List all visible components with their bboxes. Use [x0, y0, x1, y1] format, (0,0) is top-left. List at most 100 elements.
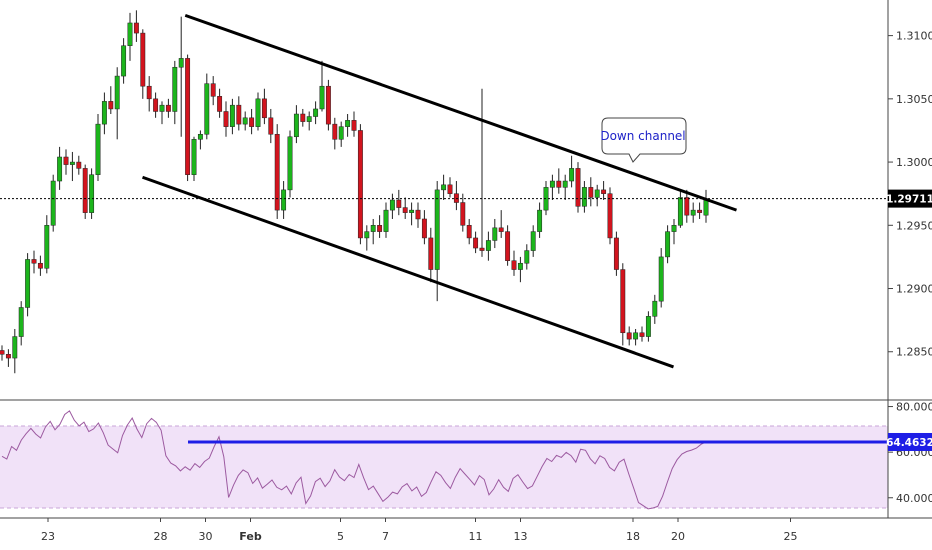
candle-body	[626, 332, 632, 340]
time-axis-ticks: 23 28 30 Feb 5 7 11 13 18 20 25	[41, 518, 798, 543]
candle-body	[537, 209, 543, 232]
candle-body	[229, 104, 235, 127]
candle-body	[594, 189, 600, 198]
rsi-tick-label: 80.0000	[896, 401, 932, 414]
candle-body	[31, 259, 37, 264]
candle-body	[0, 350, 5, 355]
callout: Down channel	[600, 117, 687, 163]
callout-bubble	[601, 117, 687, 163]
candle-body	[12, 336, 18, 359]
candle-body	[671, 225, 677, 232]
candle-body	[178, 58, 184, 68]
candle-body	[95, 123, 101, 175]
candle-body	[313, 108, 319, 117]
candle-body	[684, 197, 690, 216]
candle-body	[498, 227, 504, 232]
candle-body	[389, 199, 395, 211]
candle-body	[236, 104, 242, 125]
candle-body	[415, 209, 421, 220]
candle-body	[274, 133, 280, 211]
candle-body	[613, 237, 619, 270]
candle-body	[140, 32, 146, 87]
candle-body	[25, 259, 31, 308]
candle-body	[421, 218, 427, 239]
candle-body	[338, 126, 344, 140]
candle-body	[396, 199, 402, 208]
candle-body	[345, 120, 351, 127]
candle-body	[306, 116, 312, 122]
time-tick-label: 7	[382, 530, 389, 543]
candle-body	[588, 187, 594, 198]
candle-body	[517, 262, 523, 270]
candle-body	[261, 98, 267, 119]
candle-body	[633, 332, 639, 340]
candle-body	[18, 307, 24, 337]
candle-body	[101, 101, 107, 125]
candle-body	[383, 209, 389, 232]
candle-body	[549, 180, 555, 188]
candle-body	[402, 207, 408, 213]
candle-body	[146, 85, 152, 100]
time-tick-label: 28	[154, 530, 168, 543]
candle-body	[191, 139, 197, 175]
rsi-level-tag	[888, 432, 932, 451]
candle-body	[63, 156, 69, 165]
candle-body	[569, 168, 575, 182]
channel-group	[141, 13, 737, 369]
candle-body	[153, 98, 159, 112]
candle-body	[357, 130, 363, 239]
candle-body	[697, 209, 703, 213]
candle-body	[364, 231, 370, 239]
candle-body	[505, 231, 511, 261]
candle-body	[300, 113, 306, 122]
candle-body	[89, 174, 95, 213]
candles-group	[0, 10, 709, 374]
candle-body	[133, 22, 139, 34]
candle-body	[185, 58, 191, 175]
candle-body	[197, 133, 203, 140]
time-tick-label: 25	[784, 530, 798, 543]
candle-body	[562, 180, 568, 188]
candle-body	[44, 225, 50, 269]
candle-body	[473, 237, 479, 249]
candle-body	[82, 168, 88, 213]
candle-body	[108, 101, 114, 110]
price-tick-label: 1.30000	[896, 156, 932, 169]
rsi-band	[0, 426, 888, 508]
time-tick-label: 30	[199, 530, 213, 543]
candle-body	[50, 180, 56, 226]
channel-lower-line	[141, 175, 675, 369]
candle-body	[690, 209, 696, 216]
candle-body	[121, 45, 127, 77]
candle-body	[5, 354, 11, 359]
candle-body	[447, 184, 453, 194]
candle-body	[524, 250, 530, 264]
candle-body	[293, 113, 299, 138]
candle-body	[485, 240, 491, 251]
candle-body	[332, 123, 338, 140]
candle-body	[249, 117, 255, 127]
rsi-tick-label: 40.0000	[896, 492, 932, 505]
price-tick-label: 1.28500	[896, 346, 932, 359]
last-price-label: 1.29711	[886, 194, 932, 206]
candle-body	[37, 262, 43, 269]
candle-body	[287, 136, 293, 191]
rsi-line	[1, 410, 707, 510]
last-price-tag	[888, 189, 932, 208]
callout-text: Down channel	[600, 129, 685, 143]
rsi-level-label: 64.4632	[886, 437, 932, 449]
candle-body	[217, 96, 223, 112]
candle-body	[351, 120, 357, 131]
candle-body	[159, 104, 165, 112]
candle-body	[281, 189, 287, 211]
price-tick-label: 1.30500	[896, 93, 932, 106]
candle-body	[607, 193, 613, 239]
candle-body	[223, 111, 229, 127]
candle-body	[652, 300, 658, 317]
candle-body	[639, 332, 645, 337]
candle-body	[377, 225, 383, 232]
time-tick-label: 13	[514, 530, 528, 543]
candle-body	[255, 98, 261, 127]
candle-body	[76, 161, 82, 169]
